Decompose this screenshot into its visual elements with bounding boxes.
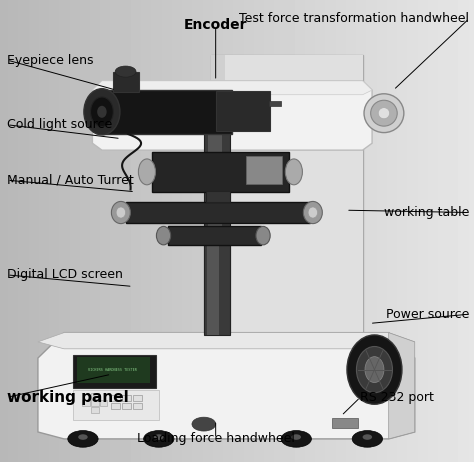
Bar xyxy=(152,152,289,192)
Bar xyxy=(102,90,232,134)
Bar xyxy=(207,245,219,335)
Polygon shape xyxy=(92,81,372,95)
Bar xyxy=(204,245,230,335)
Bar xyxy=(91,393,99,399)
Polygon shape xyxy=(38,333,415,349)
Ellipse shape xyxy=(303,201,322,224)
Bar xyxy=(113,72,139,92)
Text: VICKERS HARDNESS TESTER: VICKERS HARDNESS TESTER xyxy=(88,368,137,371)
Text: Cold light source: Cold light source xyxy=(7,118,112,131)
Bar xyxy=(100,400,107,406)
Ellipse shape xyxy=(256,226,270,245)
Ellipse shape xyxy=(154,434,164,440)
Ellipse shape xyxy=(356,346,392,393)
Bar xyxy=(211,55,363,388)
Ellipse shape xyxy=(138,159,155,185)
Bar xyxy=(122,395,131,401)
Text: Loading force handwheel: Loading force handwheel xyxy=(137,432,295,445)
Bar xyxy=(122,403,131,409)
Text: Digital LCD screen: Digital LCD screen xyxy=(7,268,123,281)
Text: Test force transformation handwheel: Test force transformation handwheel xyxy=(239,12,469,25)
Bar xyxy=(133,403,142,409)
Ellipse shape xyxy=(352,431,383,447)
Ellipse shape xyxy=(371,100,397,126)
Bar xyxy=(269,101,281,106)
Bar xyxy=(73,390,159,420)
Bar xyxy=(111,395,120,401)
Ellipse shape xyxy=(115,66,136,77)
Bar xyxy=(111,403,120,409)
Polygon shape xyxy=(92,81,372,150)
Text: Eyepiece lens: Eyepiece lens xyxy=(7,54,93,67)
Ellipse shape xyxy=(144,431,174,447)
Ellipse shape xyxy=(378,108,390,119)
Bar xyxy=(91,407,99,413)
Ellipse shape xyxy=(78,434,88,440)
Ellipse shape xyxy=(292,434,301,440)
Ellipse shape xyxy=(347,335,402,404)
Bar xyxy=(204,106,230,333)
Bar xyxy=(77,357,150,383)
Ellipse shape xyxy=(91,97,113,127)
Ellipse shape xyxy=(363,434,372,440)
Text: working table: working table xyxy=(384,206,469,219)
Bar xyxy=(211,55,363,388)
Ellipse shape xyxy=(308,207,318,218)
Ellipse shape xyxy=(116,207,126,218)
Bar xyxy=(168,226,261,245)
Text: RS 232 port: RS 232 port xyxy=(360,391,434,404)
Bar xyxy=(206,191,230,202)
Ellipse shape xyxy=(156,226,171,245)
Bar xyxy=(208,106,222,333)
Text: working panel: working panel xyxy=(7,390,129,405)
Text: Power source: Power source xyxy=(386,308,469,321)
Polygon shape xyxy=(38,333,415,439)
Bar xyxy=(211,55,225,388)
Bar xyxy=(133,395,142,401)
Ellipse shape xyxy=(364,94,404,133)
Polygon shape xyxy=(389,333,415,439)
Ellipse shape xyxy=(111,201,130,224)
Ellipse shape xyxy=(365,357,384,383)
Bar xyxy=(73,355,156,388)
Bar xyxy=(126,202,310,223)
Bar xyxy=(216,91,270,131)
Bar xyxy=(91,400,99,406)
Ellipse shape xyxy=(281,431,311,447)
Bar xyxy=(332,418,358,428)
Bar xyxy=(246,156,282,184)
Text: Encoder: Encoder xyxy=(184,18,247,32)
Bar xyxy=(82,400,90,406)
Ellipse shape xyxy=(68,431,98,447)
Ellipse shape xyxy=(84,89,120,135)
Ellipse shape xyxy=(192,417,216,431)
Text: Manual / Auto Turret: Manual / Auto Turret xyxy=(7,174,134,187)
Ellipse shape xyxy=(97,106,107,118)
Ellipse shape xyxy=(285,159,302,185)
